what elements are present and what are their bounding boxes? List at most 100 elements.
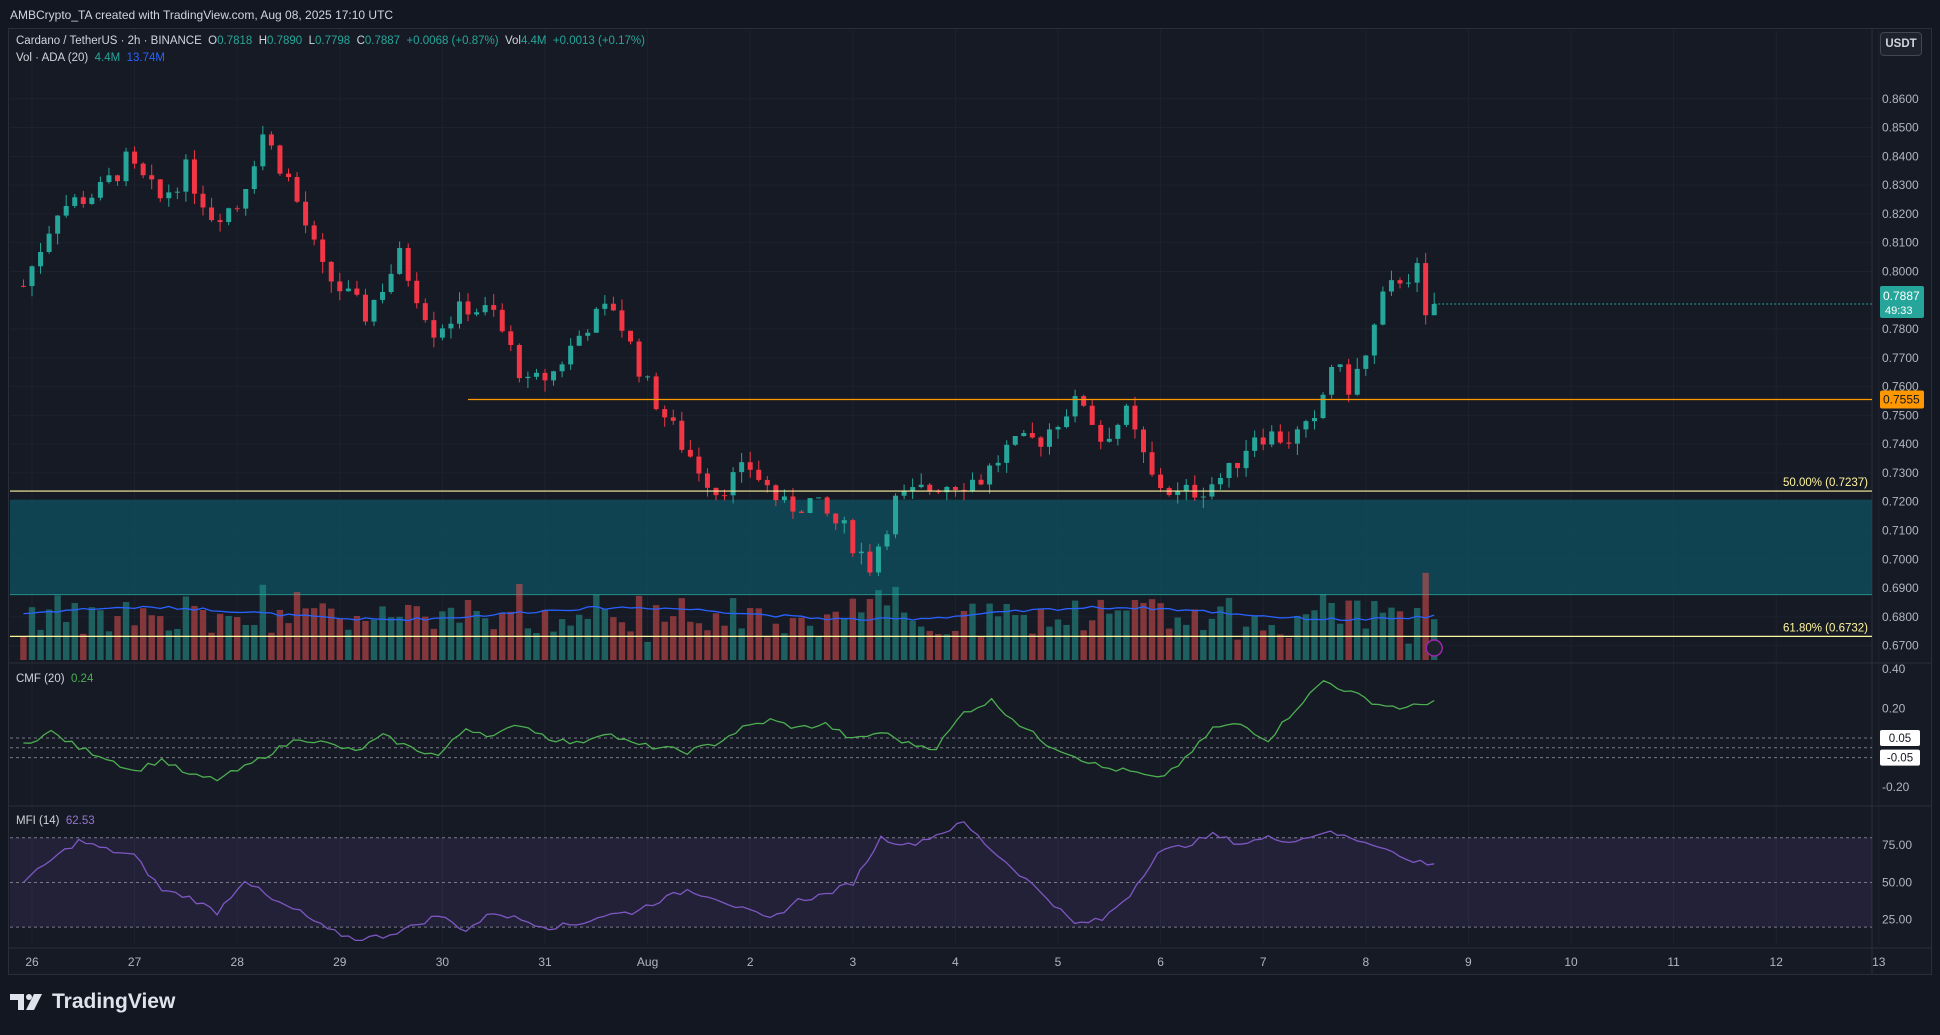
time-axis-label: 2 [747, 955, 754, 969]
candle-body [559, 364, 565, 372]
candle-body [303, 201, 309, 226]
candle-body [29, 266, 35, 287]
volume-bar [234, 617, 241, 660]
candle-body [1004, 444, 1010, 463]
candle-body [200, 193, 206, 208]
volume-bar [148, 615, 155, 660]
low-value: 0.7798 [315, 35, 351, 47]
tradingview-logo[interactable]: TradingView [10, 990, 175, 1014]
candle-body [816, 497, 822, 499]
candle-body [1320, 394, 1326, 419]
candle-body [174, 191, 180, 193]
volume-bar [1225, 597, 1233, 660]
alert-icon [1425, 639, 1443, 657]
price-axis-label: 0.8500 [1882, 121, 1919, 135]
footer [0, 975, 1940, 1035]
cmf-level-badge [1880, 729, 1920, 746]
candle-body [439, 328, 445, 338]
last-price-badge [1880, 285, 1924, 318]
price-axis-label: 0.7600 [1882, 380, 1919, 394]
candle-body [585, 332, 591, 336]
price-axis-label: 0.8400 [1882, 149, 1919, 163]
candle-body [1209, 484, 1215, 497]
volume-bar [687, 621, 694, 660]
candle-body [1363, 355, 1369, 369]
candle-body [491, 305, 497, 310]
time-axis-label: 6 [1157, 955, 1164, 969]
candle-body [910, 487, 916, 492]
candle-body [140, 163, 146, 176]
volume-bar [635, 595, 643, 660]
volume-bar [405, 604, 412, 660]
volume-bar [1020, 614, 1027, 660]
candle-body [1081, 396, 1087, 406]
candle-body [568, 345, 574, 365]
candle-body [499, 309, 505, 332]
volume-bar [541, 609, 549, 660]
volume-bar [550, 631, 557, 660]
price-axis-label: 0.8200 [1882, 207, 1919, 221]
volume-bar [1422, 572, 1429, 660]
candle-body [1064, 416, 1070, 428]
candle-body [875, 546, 881, 573]
attribution-bar: AMBCrypto_TA created with TradingView.co… [0, 0, 1940, 28]
candle-body [987, 465, 993, 485]
candle-body [525, 376, 531, 379]
volume-bar [849, 598, 856, 660]
currency-button[interactable]: USDT [1880, 32, 1922, 56]
candle-body [1012, 435, 1018, 445]
volume-bar [139, 608, 147, 660]
cmf-level-badge [1880, 749, 1920, 766]
volume-bar [80, 633, 87, 660]
candle-body [1423, 263, 1429, 316]
brand-name: TradingView [52, 990, 176, 1013]
close-value: 0.7887 [364, 35, 401, 47]
volume-bar [1174, 617, 1181, 660]
symbol-legend: Cardano / TetherUS · 2h · BINANCE O0.781… [16, 35, 645, 47]
volume-bar [1260, 630, 1267, 660]
candle-body [593, 308, 599, 333]
high-value: 0.7890 [267, 35, 303, 47]
volume-bar [1037, 608, 1045, 660]
candle-body [371, 299, 377, 322]
candle-body [1277, 431, 1283, 443]
candle-body [1260, 437, 1266, 445]
volume-bar [952, 630, 959, 660]
candle-body [722, 495, 728, 497]
volume-bar [610, 617, 617, 660]
candle-body [63, 205, 69, 216]
open-value: 0.7818 [217, 35, 253, 47]
volume-bar [1089, 620, 1096, 660]
time-axis-label: 12 [1770, 955, 1784, 969]
candle-body [1132, 405, 1138, 430]
volume-bar [1131, 600, 1139, 660]
candle-body [961, 489, 967, 491]
volume-bar [1140, 602, 1147, 660]
candle-body [1337, 364, 1343, 368]
candle-body [320, 239, 326, 262]
candle-body [679, 420, 685, 450]
candle-body [260, 134, 266, 167]
volume-bar [593, 594, 600, 660]
volume-bar [866, 598, 874, 660]
cmf-axis-label: 0.20 [1882, 701, 1906, 715]
volume-bar [473, 610, 480, 660]
volume-bar [310, 608, 318, 660]
candle-body [773, 485, 779, 501]
volume-bar [524, 628, 532, 660]
candle-body [1286, 442, 1292, 444]
volume-bar [772, 623, 780, 660]
candle-body [1029, 433, 1035, 438]
candle-body [1123, 405, 1129, 425]
time-axis-label: 31 [538, 955, 552, 969]
resistance-price-badge-text: 0.7555 [1883, 393, 1920, 407]
fib-level-label: 61.80% (0.6732) [1783, 622, 1868, 634]
volume-bar [601, 608, 609, 660]
candle-body [602, 303, 608, 309]
volume-bar [1191, 609, 1198, 660]
candle-body [790, 496, 796, 512]
price-axis-label: 0.8300 [1882, 178, 1919, 192]
volume-bar [251, 624, 258, 660]
cmf-value: 0.24 [70, 673, 94, 685]
